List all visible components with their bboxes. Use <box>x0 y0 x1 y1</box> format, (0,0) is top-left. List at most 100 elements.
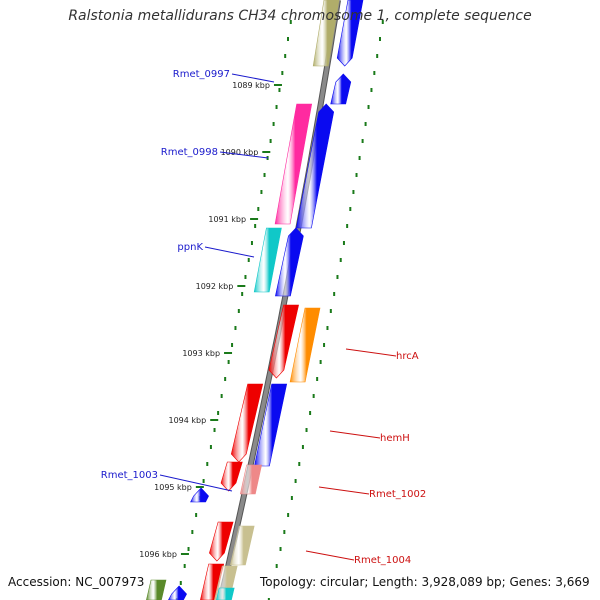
tick-dot <box>376 54 379 58</box>
tick-dot <box>381 20 384 24</box>
gene-label-rmet_1004: Rmet_1004 <box>354 555 411 566</box>
tick-dot <box>247 258 250 262</box>
gene-label-rmet_1002: Rmet_1002 <box>369 489 426 500</box>
leader-line <box>345 348 397 357</box>
kbp-label: 1096 kbp <box>139 550 177 559</box>
kbp-tick <box>224 352 233 354</box>
gene-arrow <box>275 227 304 297</box>
tick-dot <box>260 190 263 194</box>
kbp-tick <box>195 486 204 488</box>
tick-dot <box>275 564 278 568</box>
tick-dot <box>323 343 326 347</box>
gene-arrow <box>289 307 321 383</box>
tick-dot <box>370 88 373 92</box>
tick-dot <box>269 139 272 143</box>
gene-arrow <box>239 464 262 495</box>
tick-dot <box>298 462 301 466</box>
gene-arrow <box>312 0 340 67</box>
tick-dot <box>220 394 223 398</box>
tick-dot <box>267 598 270 600</box>
leader-line <box>159 474 233 492</box>
tick-dot <box>217 411 220 415</box>
tick-dot <box>378 37 381 41</box>
tick-dot <box>373 71 376 75</box>
tick-dot <box>289 20 292 24</box>
gene-arrow <box>230 383 264 463</box>
topology-text: Topology: circular; Length: 3,928,089 bp… <box>258 575 592 590</box>
tick-dot <box>237 309 240 313</box>
tick-dot <box>209 445 212 449</box>
gene-arrow <box>230 525 255 566</box>
outer-tick-track <box>267 20 384 600</box>
kbp-tick <box>250 218 259 220</box>
tick-dot <box>281 71 284 75</box>
kbp-label: 1092 kbp <box>196 282 234 291</box>
kbp-tick <box>262 151 271 153</box>
leader-line <box>204 246 255 258</box>
tick-dot <box>305 428 308 432</box>
tick-dot <box>206 462 209 466</box>
tick-dot <box>241 292 244 296</box>
tick-dot <box>279 547 282 551</box>
tick-dot <box>349 207 352 211</box>
leader-line <box>219 151 269 159</box>
gene-arrow <box>336 0 364 67</box>
tick-dot <box>234 326 237 330</box>
tick-dot <box>364 122 367 126</box>
leader-line <box>329 430 381 439</box>
gene-arrow <box>168 585 187 600</box>
kbp-tick <box>210 419 219 421</box>
tick-dot <box>361 139 364 143</box>
tick-dot <box>284 54 287 58</box>
tick-dot <box>257 207 260 211</box>
kbp-tick <box>273 84 282 86</box>
tick-dot <box>336 275 339 279</box>
leader-line <box>231 73 275 83</box>
gene-arrow <box>209 521 234 562</box>
tick-dot <box>183 564 186 568</box>
tick-dot <box>179 581 182 585</box>
tick-dot <box>244 275 247 279</box>
tick-dot <box>283 530 286 534</box>
kbp-label: 1090 kbp <box>221 148 259 157</box>
tick-dot <box>195 513 198 517</box>
gene-label-rmet_0997: Rmet_0997 <box>173 69 230 80</box>
gene-arrow <box>190 487 209 503</box>
inner-tick-track <box>175 20 292 600</box>
gene-arrow <box>146 579 167 600</box>
tick-dot <box>231 343 234 347</box>
tick-dot <box>287 513 290 517</box>
gene-arrow <box>268 304 299 379</box>
kbp-label: 1093 kbp <box>182 349 220 358</box>
map-title: Ralstonia metallidurans CH34 chromosome … <box>68 8 532 24</box>
gene-label-ppnk: ppnK <box>177 242 203 253</box>
tick-dot <box>329 309 332 313</box>
tick-dot <box>191 530 194 534</box>
kbp-tick <box>180 553 189 555</box>
tick-dot <box>316 377 319 381</box>
kbp-tick <box>237 285 246 287</box>
gene-label-hemh: hemH <box>380 433 410 444</box>
tick-dot <box>202 479 205 483</box>
backbone-line <box>218 0 340 600</box>
gene-arrow <box>253 227 282 293</box>
tick-dot <box>187 547 190 551</box>
gene-label-rmet_1003: Rmet_1003 <box>101 470 158 481</box>
tick-dot <box>275 105 278 109</box>
accession-text: Accession: NC_007973 <box>6 575 147 590</box>
kbp-label: 1095 kbp <box>154 483 192 492</box>
tick-dot <box>278 88 281 92</box>
tick-dot <box>286 37 289 41</box>
gene-arrow <box>220 461 243 492</box>
tick-dot <box>290 496 293 500</box>
tick-dot <box>309 411 312 415</box>
tick-dot <box>301 445 304 449</box>
tick-dot <box>319 360 322 364</box>
tick-dot <box>339 258 342 262</box>
gene-arrow <box>330 73 352 105</box>
gene-arrow <box>254 383 288 467</box>
kbp-label: 1091 kbp <box>208 215 246 224</box>
tick-dot <box>213 428 216 432</box>
tick-dot <box>352 190 355 194</box>
